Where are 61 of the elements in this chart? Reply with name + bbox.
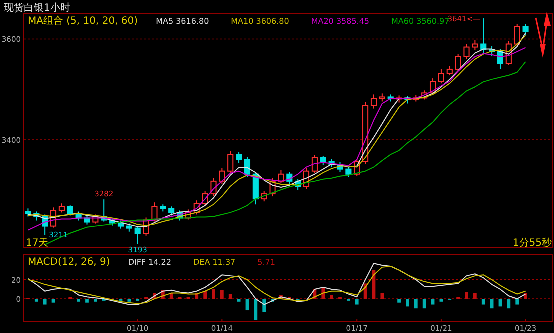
bar	[398, 299, 401, 303]
annotation: 1分55秒	[512, 237, 552, 249]
candlestick	[168, 206, 175, 216]
bar	[507, 299, 511, 309]
candlestick	[236, 152, 242, 164]
candlestick	[312, 154, 318, 174]
bar	[440, 299, 444, 302]
candlestick	[464, 44, 470, 60]
bar	[465, 292, 468, 300]
text: MA10 3606.80	[231, 17, 290, 26]
candlestick	[134, 226, 141, 245]
bar	[77, 299, 81, 302]
annotation: 17天	[26, 238, 49, 249]
candlestick	[244, 156, 251, 178]
bar	[380, 293, 384, 300]
bar	[516, 299, 520, 305]
candlestick	[152, 202, 158, 222]
bar	[414, 299, 418, 309]
bar	[34, 299, 38, 302]
candlestick	[514, 24, 520, 47]
text: DIFF 14.22	[128, 258, 172, 267]
bar	[204, 291, 208, 300]
bar	[431, 299, 435, 305]
candlestick	[346, 166, 352, 178]
bar	[262, 299, 266, 312]
candlestick	[67, 205, 74, 216]
legend-title: MA组合 (5, 10, 20, 60)	[28, 15, 138, 27]
candlestick	[210, 178, 217, 198]
bar	[212, 289, 216, 300]
candlestick	[472, 40, 478, 51]
bar	[355, 299, 359, 305]
bar	[237, 299, 241, 302]
bar	[94, 299, 98, 302]
candlestick	[455, 54, 462, 72]
bar	[473, 293, 477, 300]
candlestick	[58, 203, 65, 214]
series-label: DEA 11.37	[193, 258, 236, 267]
bar	[330, 295, 334, 300]
bar	[482, 299, 486, 305]
text: 5.71	[258, 258, 276, 267]
candlestick	[370, 94, 378, 110]
candlestick	[219, 168, 226, 185]
candlestick	[438, 68, 444, 84]
candlestick	[446, 66, 453, 76]
candlestick	[320, 156, 326, 166]
text: MA20 3585.45	[311, 17, 370, 26]
candlestick	[522, 24, 529, 36]
chart-title: 现货白银1小时	[4, 2, 70, 14]
text: MA5 3616.80	[156, 17, 210, 26]
bar	[406, 299, 410, 307]
text: MA60 3560.97	[392, 17, 450, 26]
candlestick	[228, 150, 234, 174]
bar	[422, 299, 426, 309]
bar	[254, 299, 258, 320]
bar	[43, 299, 47, 305]
bar	[220, 290, 224, 300]
bar	[52, 299, 56, 303]
bar	[86, 299, 89, 303]
legend-title: MACD(12, 26, 9)	[28, 257, 110, 268]
bar	[228, 294, 232, 300]
bar	[128, 299, 132, 302]
